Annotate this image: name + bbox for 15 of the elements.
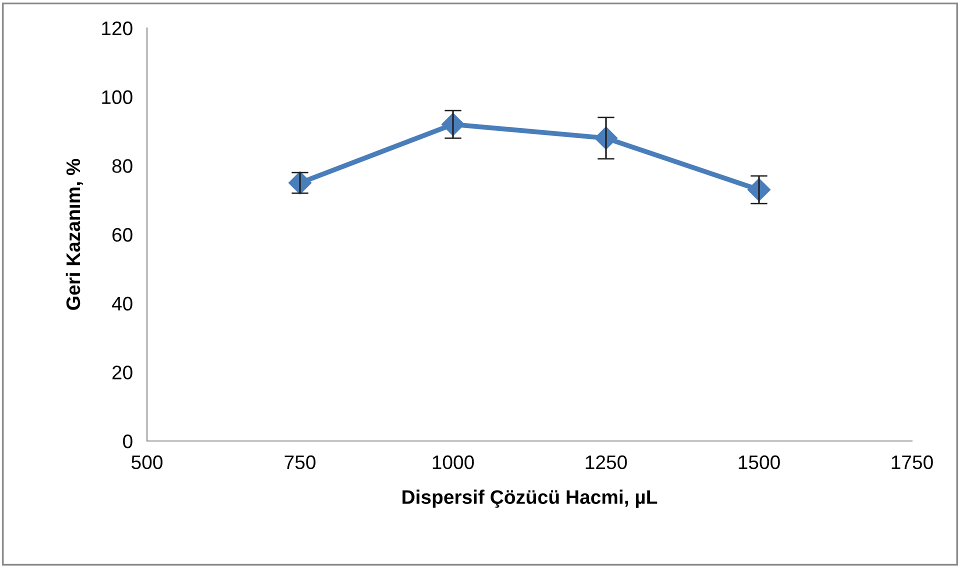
y-tick-label: 40 bbox=[112, 296, 132, 311]
y-tick-label: 60 bbox=[112, 228, 132, 242]
x-tick-label: 1000 bbox=[432, 455, 474, 470]
x-axis-title: Dispersif Çözücü Hacmi, µL bbox=[402, 490, 658, 508]
y-tick-label: 100 bbox=[102, 90, 132, 104]
x-tick-label: 1250 bbox=[586, 455, 627, 470]
x-tick-label: 1500 bbox=[738, 455, 780, 470]
x-tick-label: 500 bbox=[132, 455, 162, 470]
y-tick-label: 0 bbox=[123, 434, 132, 448]
y-tick-label: 20 bbox=[112, 366, 132, 380]
x-tick-label: 1750 bbox=[892, 455, 933, 470]
y-tick-label: 80 bbox=[112, 159, 132, 173]
x-tick-label: 750 bbox=[284, 455, 316, 470]
y-tick-label: 120 bbox=[102, 21, 132, 36]
y-axis-title: Geri Kazanım, % bbox=[66, 158, 83, 310]
